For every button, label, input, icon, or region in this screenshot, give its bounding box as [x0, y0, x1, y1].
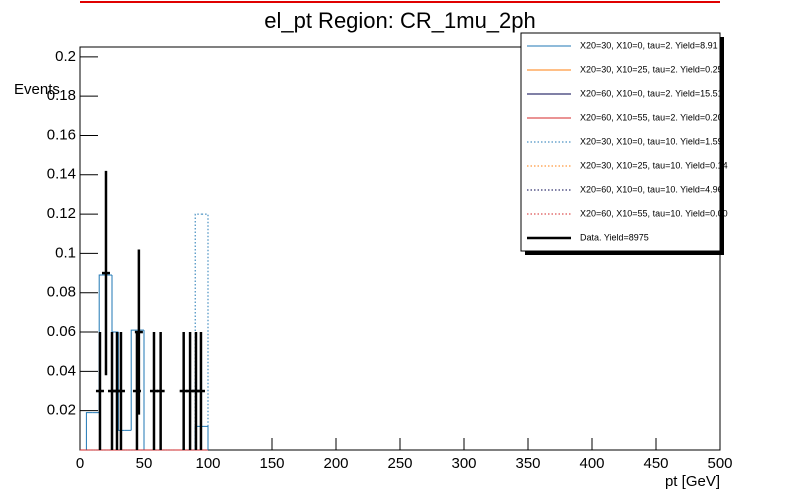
y-tick-label: 0.1	[55, 244, 76, 261]
legend-label: X20=60, X10=55, tau=2. Yield=0.20	[580, 112, 723, 122]
legend-label: X20=30, X10=25, tau=10. Yield=0.14	[580, 160, 728, 170]
y-tick-label: 0.06	[47, 323, 76, 340]
histogram-bin	[201, 213, 209, 450]
legend-label: X20=60, X10=0, tau=10. Yield=4.96	[580, 184, 723, 194]
legend-label: X20=60, X10=55, tau=10. Yield=0.00	[580, 208, 728, 218]
x-tick-label: 450	[643, 455, 668, 472]
legend-label: X20=30, X10=0, tau=2. Yield=8.91	[580, 40, 718, 50]
chart-title: el_pt Region: CR_1mu_2ph	[264, 8, 536, 33]
histogram-bin	[201, 425, 209, 450]
x-tick-label: 500	[707, 455, 732, 472]
legend-label: X20=30, X10=0, tau=10. Yield=1.59	[580, 136, 723, 146]
y-tick-label: 0.12	[47, 205, 76, 222]
histogram-bin	[111, 275, 119, 333]
y-axis-label: Events	[14, 81, 60, 98]
histogram-bin	[85, 412, 93, 450]
legend-label: Data. Yield=8975	[580, 232, 649, 242]
histogram-bin	[143, 330, 151, 451]
histogram-bin	[194, 213, 202, 450]
x-tick-label: 150	[259, 455, 284, 472]
legend-label: X20=60, X10=0, tau=2. Yield=15.51	[580, 88, 723, 98]
y-tick-label: 0.02	[47, 402, 76, 419]
y-tick-label: 0.18	[47, 87, 76, 104]
legend-label: X20=30, X10=25, tau=2. Yield=0.25	[580, 64, 723, 74]
y-tick-label: 0.04	[47, 362, 76, 379]
y-tick-label: 0.14	[47, 166, 76, 183]
x-tick-label: 200	[323, 455, 348, 472]
x-tick-label: 50	[136, 455, 153, 472]
x-tick-label: 250	[387, 455, 412, 472]
legend	[520, 32, 721, 252]
x-tick-label: 100	[195, 455, 220, 472]
y-tick-label: 0.08	[47, 284, 76, 301]
x-tick-label: 350	[515, 455, 540, 472]
y-tick-label: 0.16	[47, 126, 76, 143]
y-tick-label: 0.2	[55, 48, 76, 65]
histogram-bin	[130, 329, 138, 431]
x-tick-label: 300	[451, 455, 476, 472]
histogram-bin	[117, 332, 125, 431]
x-axis-label: pt [GeV]	[665, 473, 720, 490]
x-tick-label: 0	[76, 455, 84, 472]
x-tick-label: 400	[579, 455, 604, 472]
